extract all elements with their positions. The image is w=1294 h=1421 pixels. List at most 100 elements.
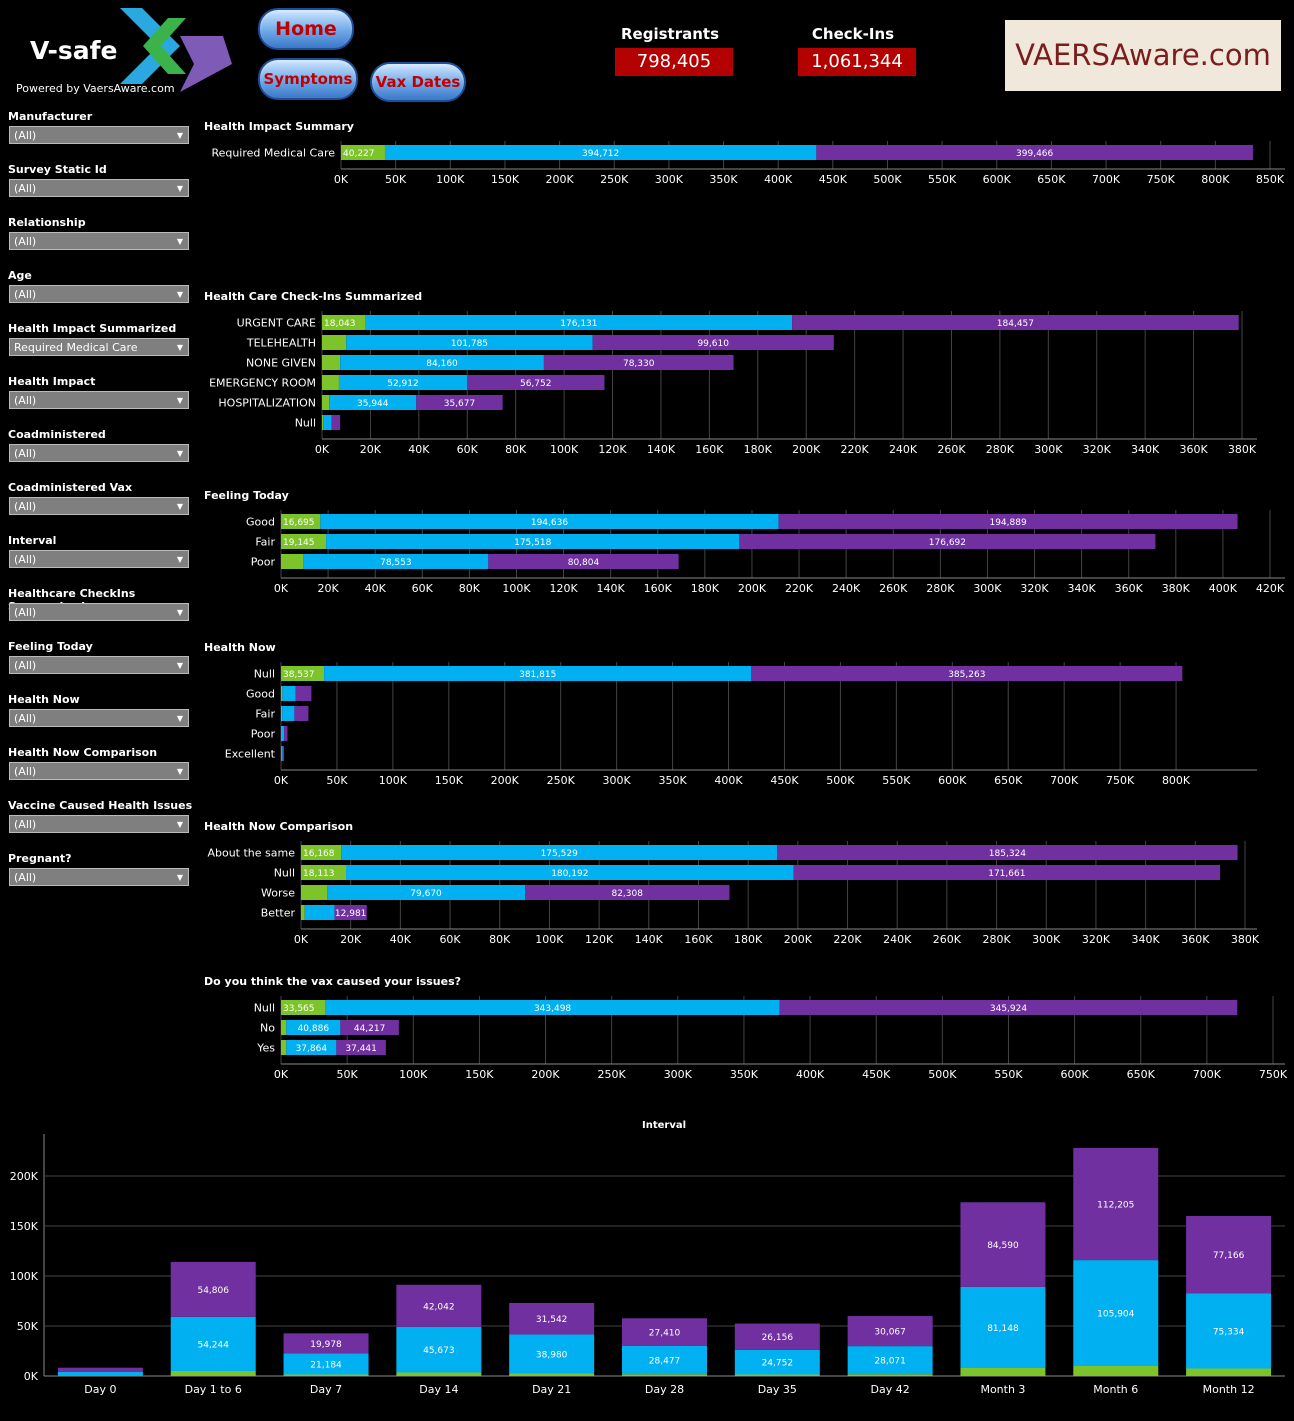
data-label: 35,677: [444, 399, 476, 409]
data-label: 37,441: [345, 1044, 377, 1054]
bar-segment: [281, 534, 327, 549]
data-label: 175,518: [514, 538, 551, 548]
x-tick-label: 600K: [1060, 1068, 1089, 1081]
filter-label: Pregnant?: [8, 852, 72, 865]
bar-segment: [509, 1373, 595, 1376]
bar-segment: [301, 885, 328, 900]
category-label: Good: [246, 516, 275, 529]
bar-segment: [301, 845, 342, 860]
vaersaware-brand-logo[interactable]: VAERSAware.com: [1005, 20, 1281, 91]
bar-segment: [777, 845, 1238, 860]
data-label: 38,980: [536, 1351, 568, 1361]
data-label: 84,590: [987, 1241, 1019, 1251]
bar-segment: [304, 905, 335, 920]
bar-segment: [283, 1374, 369, 1376]
x-tick-label: 220K: [841, 443, 870, 456]
category-label: Good: [246, 688, 275, 701]
x-tick-label: 200K: [738, 582, 767, 595]
filter-coadministered: Coadministered (All) ▼: [8, 428, 193, 462]
x-tick-label: 40K: [365, 582, 387, 595]
filter-dropdown[interactable]: Required Medical Care ▼: [9, 338, 189, 356]
filter-dropdown[interactable]: (All) ▼: [9, 444, 189, 462]
bar-segment: [847, 1374, 933, 1376]
x-tick-label: 200K: [545, 173, 574, 186]
x-tick-label: 180K: [734, 933, 763, 946]
data-label: 78,330: [623, 359, 655, 369]
x-tick-label: 80K: [489, 933, 511, 946]
data-label: 343,498: [534, 1004, 571, 1014]
filter-dropdown[interactable]: (All) ▼: [9, 391, 189, 409]
data-label: 19,978: [310, 1340, 342, 1350]
symptoms-button[interactable]: Symptoms: [258, 58, 358, 100]
x-tick-label: Day 1 to 6: [185, 1383, 242, 1396]
x-tick-label: 200K: [491, 774, 520, 787]
vax-dates-button[interactable]: Vax Dates: [370, 62, 466, 102]
x-tick-label: Day 35: [758, 1383, 797, 1396]
x-tick-label: 200K: [531, 1068, 560, 1081]
x-tick-label: 60K: [457, 443, 479, 456]
data-label: 77,166: [1213, 1251, 1245, 1261]
category-label: Null: [254, 668, 275, 681]
filter-dropdown[interactable]: (All) ▼: [9, 762, 189, 780]
filter-label: Manufacturer: [8, 110, 93, 123]
filter-dropdown[interactable]: (All) ▼: [9, 656, 189, 674]
filter-dropdown[interactable]: (All) ▼: [9, 868, 189, 886]
bar-segment: [281, 666, 325, 681]
x-tick-label: 380K: [1228, 443, 1257, 456]
vsafe-logo: V-safe Powered by VaersAware.com: [8, 6, 238, 98]
x-tick-label: 40K: [408, 443, 430, 456]
bar-segment: [345, 865, 794, 880]
x-tick-label: 750K: [1106, 774, 1135, 787]
bar-segment: [365, 315, 793, 330]
x-tick-label: 100K: [436, 173, 465, 186]
bar-segment: [324, 666, 752, 681]
bar-segment: [294, 706, 309, 721]
bar-segment: [346, 335, 593, 350]
chevron-down-icon: ▼: [176, 767, 183, 776]
x-tick-label: 400K: [1209, 582, 1238, 595]
x-tick-label: 160K: [644, 582, 673, 595]
data-label: 180,192: [551, 869, 588, 879]
x-tick-label: 800K: [1162, 774, 1191, 787]
bar-segment: [282, 686, 296, 701]
bar-segment: [622, 1318, 707, 1346]
chart-title: Health Care Check-Ins Summarized: [204, 290, 422, 303]
data-label: 18,043: [324, 319, 356, 329]
filter-dropdown[interactable]: (All) ▼: [9, 179, 189, 197]
data-label: 27,410: [649, 1329, 681, 1339]
bar-segment: [170, 1371, 256, 1376]
bar-segment: [281, 726, 282, 741]
bar-segment: [57, 1375, 143, 1376]
x-tick-label: 20K: [317, 582, 339, 595]
bar-segment: [1073, 1366, 1159, 1376]
x-tick-label: 650K: [994, 774, 1023, 787]
bar-segment: [1073, 1147, 1159, 1261]
category-label: NONE GIVEN: [246, 357, 316, 370]
x-tick-label: Month 6: [1093, 1383, 1138, 1396]
filter-dropdown[interactable]: (All) ▼: [9, 232, 189, 250]
bar-segment: [1073, 1260, 1159, 1366]
filter-dropdown[interactable]: (All) ▼: [9, 603, 189, 621]
filter-manufacturer: Manufacturer (All) ▼: [8, 110, 193, 144]
filter-dropdown[interactable]: (All) ▼: [9, 285, 189, 303]
data-label: 37,864: [296, 1044, 328, 1054]
filter-label: Relationship: [8, 216, 86, 229]
data-label: 171,661: [988, 869, 1025, 879]
bar-segment: [170, 1316, 256, 1371]
x-tick-label: 550K: [928, 173, 957, 186]
filter-dropdown[interactable]: (All) ▼: [9, 815, 189, 833]
bar-segment: [283, 1353, 369, 1375]
x-tick-label: 300K: [664, 1068, 693, 1081]
x-tick-label: 180K: [744, 443, 773, 456]
filter-dropdown[interactable]: (All) ▼: [9, 497, 189, 515]
home-button[interactable]: Home: [258, 8, 354, 50]
chevron-down-icon: ▼: [176, 608, 183, 617]
filter-dropdown[interactable]: (All) ▼: [9, 126, 189, 144]
bar-segment: [622, 1374, 707, 1376]
bar-segment: [320, 514, 779, 529]
bar-segment: [281, 726, 285, 741]
bar-segment: [1186, 1368, 1272, 1376]
filter-label: Vaccine Caused Health Issues: [8, 799, 193, 812]
filter-dropdown[interactable]: (All) ▼: [9, 550, 189, 568]
filter-dropdown[interactable]: (All) ▼: [9, 709, 189, 727]
